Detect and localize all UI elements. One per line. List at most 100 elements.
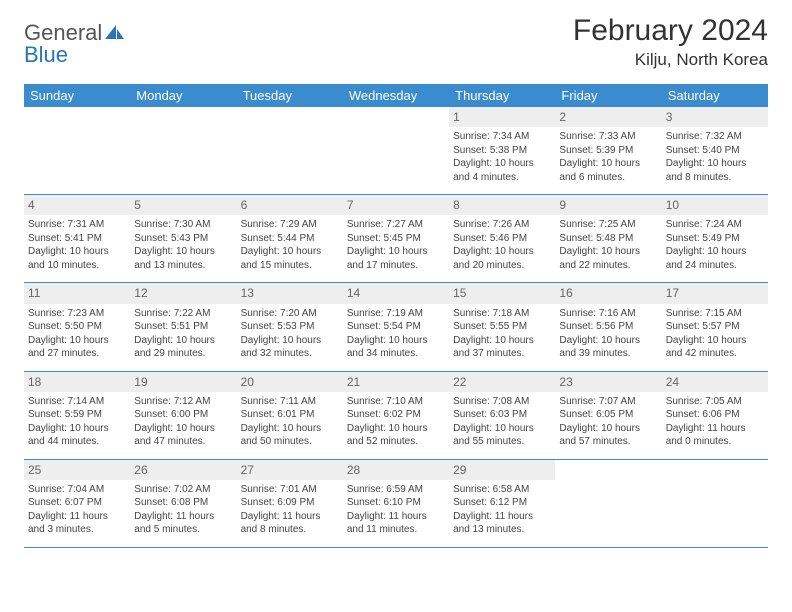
sunset-text: Sunset: 5:56 PM	[559, 320, 657, 334]
day-number: 23	[555, 372, 661, 392]
daylight-text: Daylight: 10 hours and 29 minutes.	[134, 334, 232, 361]
day-number: 13	[237, 283, 343, 303]
sunset-text: Sunset: 5:45 PM	[347, 232, 445, 246]
daylight-text: Daylight: 10 hours and 6 minutes.	[559, 157, 657, 184]
day-number: 8	[449, 195, 555, 215]
sunrise-text: Sunrise: 7:26 AM	[453, 218, 551, 232]
daylight-text: Daylight: 10 hours and 44 minutes.	[28, 422, 126, 449]
day-header: Monday	[130, 84, 236, 107]
week-row: 25Sunrise: 7:04 AMSunset: 6:07 PMDayligh…	[24, 459, 768, 547]
day-number: 29	[449, 460, 555, 480]
sunset-text: Sunset: 5:50 PM	[28, 320, 126, 334]
daylight-text: Daylight: 10 hours and 20 minutes.	[453, 245, 551, 272]
day-cell	[662, 459, 768, 547]
day-cell	[24, 107, 130, 195]
day-cell: 16Sunrise: 7:16 AMSunset: 5:56 PMDayligh…	[555, 283, 661, 371]
day-number: 15	[449, 283, 555, 303]
sunrise-text: Sunrise: 7:24 AM	[666, 218, 764, 232]
sunrise-text: Sunrise: 7:33 AM	[559, 130, 657, 144]
day-number: 7	[343, 195, 449, 215]
location: Kilju, North Korea	[573, 50, 768, 70]
day-cell: 17Sunrise: 7:15 AMSunset: 5:57 PMDayligh…	[662, 283, 768, 371]
day-cell: 19Sunrise: 7:12 AMSunset: 6:00 PMDayligh…	[130, 371, 236, 459]
day-number: 6	[237, 195, 343, 215]
sunset-text: Sunset: 6:09 PM	[241, 496, 339, 510]
daylight-text: Daylight: 10 hours and 57 minutes.	[559, 422, 657, 449]
sunset-text: Sunset: 5:59 PM	[28, 408, 126, 422]
daylight-text: Daylight: 10 hours and 52 minutes.	[347, 422, 445, 449]
sunrise-text: Sunrise: 7:02 AM	[134, 483, 232, 497]
sunrise-text: Sunrise: 7:11 AM	[241, 395, 339, 409]
day-number: 27	[237, 460, 343, 480]
day-cell: 29Sunrise: 6:58 AMSunset: 6:12 PMDayligh…	[449, 459, 555, 547]
sunset-text: Sunset: 5:57 PM	[666, 320, 764, 334]
day-cell: 7Sunrise: 7:27 AMSunset: 5:45 PMDaylight…	[343, 195, 449, 283]
day-number: 11	[24, 283, 130, 303]
daylight-text: Daylight: 10 hours and 34 minutes.	[347, 334, 445, 361]
day-cell: 11 Sunrise: 7:23 AMSunset: 5:50 PMDayligh…	[24, 283, 130, 371]
title-block: February 2024 Kilju, North Korea	[573, 14, 768, 70]
sunrise-text: Sunrise: 7:05 AM	[666, 395, 764, 409]
header: GeneralBlue February 2024 Kilju, North K…	[24, 14, 768, 70]
day-cell	[343, 107, 449, 195]
daylight-text: Daylight: 10 hours and 50 minutes.	[241, 422, 339, 449]
sunrise-text: Sunrise: 7:16 AM	[559, 307, 657, 321]
daylight-text: Daylight: 11 hours and 13 minutes.	[453, 510, 551, 537]
sunset-text: Sunset: 5:46 PM	[453, 232, 551, 246]
daylight-text: Daylight: 11 hours and 5 minutes.	[134, 510, 232, 537]
day-number: 25	[24, 460, 130, 480]
sunset-text: Sunset: 5:51 PM	[134, 320, 232, 334]
day-number: 24	[662, 372, 768, 392]
day-number: 20	[237, 372, 343, 392]
daylight-text: Daylight: 10 hours and 10 minutes.	[28, 245, 126, 272]
sunrise-text: Sunrise: 7:14 AM	[28, 395, 126, 409]
sunset-text: Sunset: 6:05 PM	[559, 408, 657, 422]
day-cell: 25Sunrise: 7:04 AMSunset: 6:07 PMDayligh…	[24, 459, 130, 547]
sunset-text: Sunset: 5:53 PM	[241, 320, 339, 334]
sunset-text: Sunset: 6:00 PM	[134, 408, 232, 422]
sunrise-text: Sunrise: 7:23 AM	[28, 307, 126, 321]
sunset-text: Sunset: 6:03 PM	[453, 408, 551, 422]
daylight-text: Daylight: 10 hours and 22 minutes.	[559, 245, 657, 272]
daylight-text: Daylight: 11 hours and 3 minutes.	[28, 510, 126, 537]
day-cell: 27Sunrise: 7:01 AMSunset: 6:09 PMDayligh…	[237, 459, 343, 547]
day-number: 1	[449, 107, 555, 127]
sunrise-text: Sunrise: 6:58 AM	[453, 483, 551, 497]
daylight-text: Daylight: 10 hours and 27 minutes.	[28, 334, 126, 361]
day-cell: 18 Sunrise: 7:14 AMSunset: 5:59 PMDayligh…	[24, 371, 130, 459]
day-number: 14	[343, 283, 449, 303]
daylight-text: Daylight: 11 hours and 11 minutes.	[347, 510, 445, 537]
day-cell	[237, 107, 343, 195]
logo-sail-icon	[104, 20, 126, 46]
day-cell: 13Sunrise: 7:20 AMSunset: 5:53 PMDayligh…	[237, 283, 343, 371]
day-number: 5	[130, 195, 236, 215]
sunset-text: Sunset: 5:43 PM	[134, 232, 232, 246]
day-number: 26	[130, 460, 236, 480]
day-header: Friday	[555, 84, 661, 107]
daylight-text: Daylight: 10 hours and 24 minutes.	[666, 245, 764, 272]
day-header: Saturday	[662, 84, 768, 107]
day-number: 17	[662, 283, 768, 303]
day-cell: 21Sunrise: 7:10 AMSunset: 6:02 PMDayligh…	[343, 371, 449, 459]
day-number: 16	[555, 283, 661, 303]
sunrise-text: Sunrise: 7:12 AM	[134, 395, 232, 409]
daylight-text: Daylight: 10 hours and 8 minutes.	[666, 157, 764, 184]
day-number: 10	[662, 195, 768, 215]
day-cell: 4Sunrise: 7:31 AMSunset: 5:41 PMDaylight…	[24, 195, 130, 283]
calendar-table: Sunday Monday Tuesday Wednesday Thursday…	[24, 84, 768, 548]
sunrise-text: Sunrise: 7:22 AM	[134, 307, 232, 321]
day-cell: 3Sunrise: 7:32 AMSunset: 5:40 PMDaylight…	[662, 107, 768, 195]
sunset-text: Sunset: 5:55 PM	[453, 320, 551, 334]
sunset-text: Sunset: 5:41 PM	[28, 232, 126, 246]
day-header-row: Sunday Monday Tuesday Wednesday Thursday…	[24, 84, 768, 107]
sunset-text: Sunset: 5:38 PM	[453, 144, 551, 158]
day-header: Thursday	[449, 84, 555, 107]
sunset-text: Sunset: 6:06 PM	[666, 408, 764, 422]
daylight-text: Daylight: 10 hours and 4 minutes.	[453, 157, 551, 184]
sunset-text: Sunset: 6:10 PM	[347, 496, 445, 510]
day-number: 18	[24, 372, 130, 392]
sunset-text: Sunset: 6:08 PM	[134, 496, 232, 510]
daylight-text: Daylight: 10 hours and 47 minutes.	[134, 422, 232, 449]
sunset-text: Sunset: 5:44 PM	[241, 232, 339, 246]
daylight-text: Daylight: 10 hours and 37 minutes.	[453, 334, 551, 361]
